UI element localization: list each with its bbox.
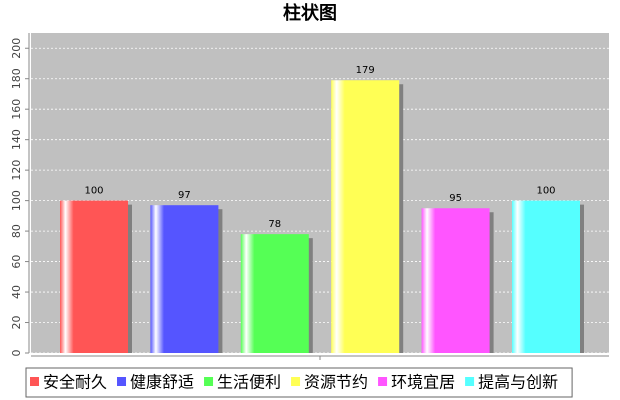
- bar: [60, 200, 128, 353]
- legend-swatch: [378, 377, 388, 386]
- data-label: 100: [536, 186, 555, 197]
- legend-swatch: [204, 377, 214, 386]
- legend-swatch: [291, 377, 301, 386]
- legend-label: 安全耐久: [43, 373, 107, 392]
- legend: 安全耐久 健康舒适 生活便利 资源节约 环境宜居 提高与创新: [25, 367, 573, 398]
- y-tick-label: 160: [10, 99, 23, 120]
- y-tick-label: 0: [10, 350, 23, 357]
- data-label: 97: [178, 190, 191, 201]
- legend-label: 健康舒适: [130, 373, 194, 392]
- bar: [150, 205, 219, 353]
- data-label: 78: [268, 219, 281, 230]
- legend-label: 提高与创新: [478, 373, 558, 392]
- data-label: 179: [356, 65, 375, 76]
- y-tick-label: 40: [10, 285, 23, 299]
- y-tick-label: 140: [10, 129, 23, 150]
- y-tick-label: 200: [10, 38, 23, 59]
- legend-swatch: [117, 377, 127, 386]
- y-tick-label: 80: [10, 224, 23, 238]
- data-label: 95: [449, 193, 462, 204]
- data-label: 100: [84, 186, 103, 197]
- bar: [240, 234, 309, 353]
- chart-title: 柱状图: [283, 2, 337, 24]
- y-tick-label: 60: [10, 255, 23, 269]
- bar: [331, 80, 400, 353]
- y-tick-label: 20: [10, 316, 23, 330]
- y-tick-label: 120: [10, 160, 23, 181]
- y-tick-label: 100: [10, 190, 23, 211]
- legend-label: 环境宜居: [391, 373, 455, 392]
- legend-swatch: [465, 377, 475, 386]
- legend-label: 生活便利: [217, 373, 281, 392]
- bar: [512, 200, 580, 353]
- legend-swatch: [30, 377, 39, 386]
- y-tick-label: 180: [10, 68, 23, 89]
- legend-label: 资源节约: [304, 373, 368, 392]
- bar: [421, 208, 490, 353]
